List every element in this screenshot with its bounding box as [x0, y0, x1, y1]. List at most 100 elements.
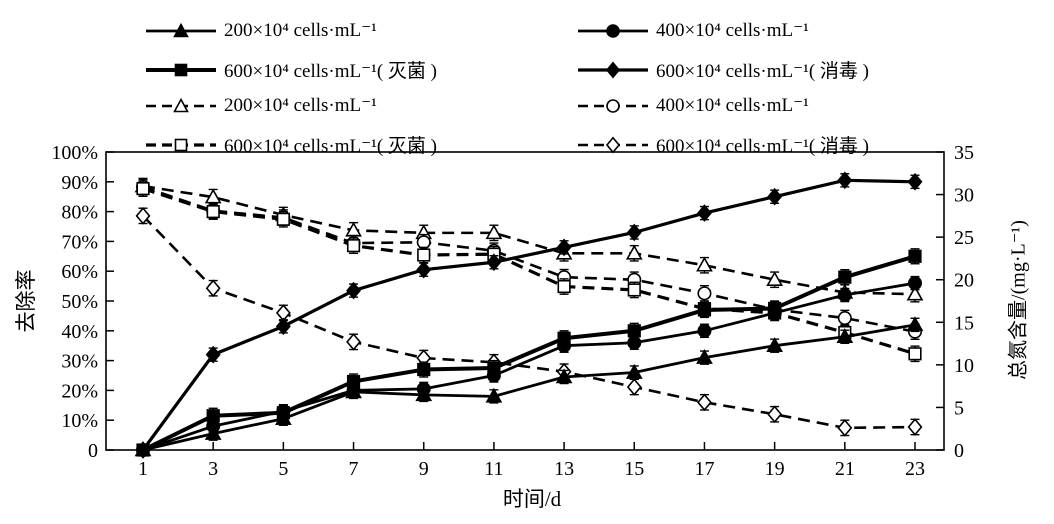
legend-item-nitrogen-200: 200×10⁴ cells·mL⁻¹ — [145, 94, 377, 117]
series-nitrogen-600-disinfected-marker-diamond — [907, 418, 923, 436]
left-tick-label: 60% — [61, 261, 98, 283]
series-nitrogen-200-marker-triangle — [906, 285, 924, 301]
series-nitrogen-600-disinfected-marker-diamond — [767, 405, 783, 424]
legend-key-circle-open-icon — [578, 98, 648, 113]
series-removal-200-marker-triangle — [906, 316, 924, 332]
series-removal-600-disinfected-marker-diamond — [275, 317, 291, 336]
series-nitrogen-600-sterilized-marker-square — [557, 279, 571, 294]
series-removal-600-disinfected-marker-diamond — [626, 223, 642, 242]
series-removal-600-disinfected-marker-diamond — [135, 441, 151, 459]
x-tick-label: 9 — [419, 458, 429, 480]
series-removal-600-sterilized-marker-square — [417, 362, 431, 377]
legend-label: 400×10⁴ cells·mL⁻¹ — [656, 95, 809, 116]
series-nitrogen-600-sterilized-marker-square — [627, 283, 641, 297]
left-tick-label: 50% — [61, 291, 98, 313]
left-tick-label: 0 — [88, 440, 98, 462]
x-tick-label: 15 — [624, 458, 644, 480]
series-nitrogen-600-disinfected-marker-diamond — [205, 279, 221, 298]
legend-label: 200×10⁴ cells·mL⁻¹ — [224, 20, 377, 41]
series-nitrogen-600-sterilized-marker-square — [276, 212, 290, 226]
legend-item-removal-400: 400×10⁴ cells·mL⁻¹ — [577, 19, 809, 42]
series-removal-200-marker-triangle — [555, 368, 573, 384]
series-removal-600-sterilized-marker-square — [838, 270, 852, 284]
left-tick-label: 80% — [61, 202, 98, 224]
series-removal-200-marker-triangle — [696, 348, 713, 364]
legend-label: 600×10⁴ cells·mL⁻¹( 灭菌 ) — [224, 136, 437, 157]
legend-key-square-open-icon — [146, 138, 216, 151]
series-removal-600-sterilized-marker-square — [697, 303, 712, 317]
legend-item-nitrogen-600-sterilized: 600×10⁴ cells·mL⁻¹( 灭菌 ) — [145, 131, 437, 158]
x-tick-label: 7 — [349, 458, 359, 480]
series-removal-200-marker-triangle — [625, 363, 643, 379]
legend-item-nitrogen-600-disinfected: 600×10⁴ cells·mL⁻¹( 消毒 ) — [577, 131, 869, 158]
right-tick-label: 20 — [954, 270, 974, 292]
x-tick-label: 21 — [835, 458, 855, 480]
x-tick-label: 23 — [905, 458, 925, 480]
left-tick-label: 90% — [61, 172, 98, 194]
series-removal-600-disinfected-marker-diamond — [205, 345, 221, 364]
series-nitrogen-200-marker-triangle — [766, 271, 784, 287]
series-nitrogen-200-marker-triangle — [485, 224, 503, 240]
legend-item-removal-200: 200×10⁴ cells·mL⁻¹ — [145, 19, 377, 42]
series-removal-600-sterilized-marker-square — [206, 409, 220, 423]
series-removal-400-marker-circle — [416, 381, 431, 396]
series-nitrogen-200-marker-triangle — [625, 244, 643, 260]
legend-label: 600×10⁴ cells·mL⁻¹( 灭菌 ) — [224, 61, 437, 82]
series-removal-200-marker-triangle — [766, 337, 784, 352]
series-nitrogen-600-sterilized-marker-square — [206, 205, 220, 219]
series-nitrogen-400-marker-circle — [416, 235, 431, 250]
series-removal-600-disinfected-marker-diamond — [486, 253, 502, 272]
series-removal-600-disinfected-marker-diamond — [416, 260, 432, 279]
series-removal-600-sterilized-marker-square — [627, 324, 641, 338]
legend-key-circle-filled-icon — [578, 23, 648, 38]
series-nitrogen-200-marker-triangle — [696, 256, 713, 272]
series-removal-200-marker-triangle — [836, 328, 854, 344]
series-nitrogen-600-disinfected-marker-diamond — [346, 333, 361, 351]
series-removal-600-disinfected-marker-diamond — [697, 204, 712, 222]
series-nitrogen-600-sterilized-marker-square — [417, 248, 431, 262]
x-tick-label: 11 — [484, 458, 503, 480]
series-removal-600-sterilized-marker-square — [346, 374, 361, 389]
legend-key-diamond-open-icon — [578, 136, 648, 153]
right-axis-title: 总氮含量/(mg·L⁻¹) — [1007, 220, 1030, 380]
left-axis-title: 去除率 — [14, 269, 38, 333]
series-nitrogen-600-disinfected-marker-diamond — [135, 207, 151, 225]
series-removal-600-disinfected-marker-diamond — [346, 281, 361, 300]
right-tick-label: 35 — [954, 142, 974, 164]
series-nitrogen-600-sterilized-marker-square — [136, 182, 150, 196]
series-removal-600-sterilized-marker-square — [768, 301, 782, 316]
left-tick-label: 30% — [61, 351, 98, 373]
series-nitrogen-400-marker-circle — [837, 311, 852, 326]
series-line-removal-200 — [142, 323, 916, 452]
series-line-nitrogen-600-disinfected — [142, 214, 916, 430]
series-removal-400-marker-circle — [697, 323, 712, 338]
series-line-removal-600-disinfected — [141, 178, 916, 451]
x-axis-title: 时间/d — [502, 487, 562, 511]
series-removal-600-sterilized-marker-square — [557, 331, 571, 345]
series-nitrogen-400-marker-circle — [697, 286, 712, 301]
series-removal-600-sterilized-marker-square — [487, 361, 501, 375]
left-tick-label: 10% — [61, 410, 98, 432]
x-tick-label: 19 — [765, 458, 785, 480]
series-nitrogen-600-disinfected-marker-diamond — [837, 419, 853, 437]
series-removal-600-disinfected-marker-diamond — [837, 171, 853, 190]
series-removal-600-disinfected-marker-diamond — [767, 187, 783, 206]
right-tick-label: 25 — [954, 227, 974, 249]
series-line-nitrogen-200 — [142, 184, 916, 296]
left-tick-label: 70% — [61, 231, 98, 253]
series-removal-400-marker-circle — [907, 276, 922, 291]
left-tick-label: 100% — [51, 142, 98, 164]
series-removal-600-disinfected-marker-diamond — [907, 172, 923, 191]
x-tick-label: 13 — [554, 458, 574, 480]
legend-label: 600×10⁴ cells·mL⁻¹( 消毒 ) — [656, 136, 869, 157]
series-removal-600-sterilized-marker-square — [276, 406, 290, 420]
legend-item-nitrogen-400: 400×10⁴ cells·mL⁻¹ — [577, 94, 809, 117]
x-tick-label: 1 — [138, 458, 148, 480]
left-tick-label: 40% — [61, 321, 98, 343]
series-removal-400-marker-circle — [837, 288, 852, 303]
legend-key-triangle-open-icon — [146, 97, 216, 112]
legend-label: 600×10⁴ cells·mL⁻¹( 消毒 ) — [656, 61, 869, 82]
x-tick-label: 17 — [694, 458, 714, 480]
legend-key-triangle-filled-icon — [146, 22, 216, 37]
